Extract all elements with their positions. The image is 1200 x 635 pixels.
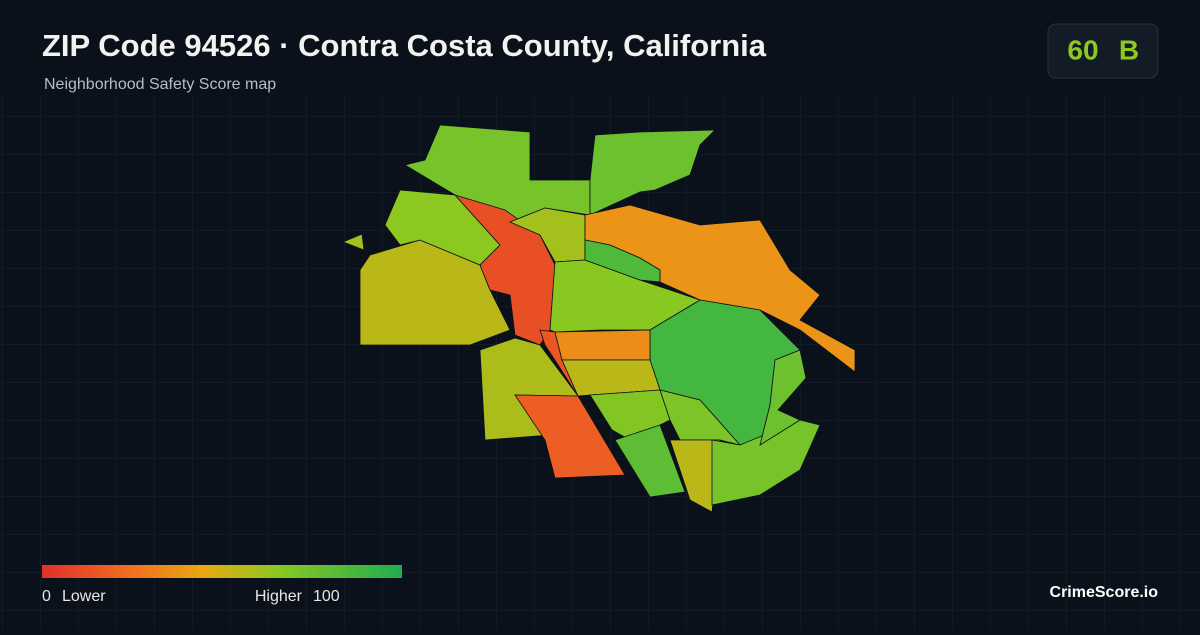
neighborhood: [711, 419, 821, 506]
neighborhood: [341, 233, 365, 251]
neighborhood: [514, 394, 626, 479]
neighborhood: [561, 359, 661, 397]
neighborhood: [614, 424, 686, 498]
regions: [341, 124, 856, 513]
legend-max: 100: [313, 588, 340, 605]
neighborhood: [589, 129, 716, 216]
neighborhood: [584, 239, 661, 283]
legend-min: 0: [42, 588, 51, 605]
title: ZIP Code 94526 · Contra Costa County, Ca…: [42, 28, 767, 63]
badge-score: 60: [1067, 34, 1098, 65]
neighborhood: [359, 239, 511, 346]
legend-min-label: Lower: [62, 588, 106, 605]
neighborhood: [669, 439, 721, 513]
neighborhood: [554, 329, 651, 361]
neighborhood: [759, 349, 807, 446]
legend-bar: [42, 565, 402, 578]
brand: CrimeScore.io: [1050, 584, 1159, 601]
badge-grade: B: [1119, 34, 1139, 65]
subtitle: Neighborhood Safety Score map: [44, 76, 276, 93]
legend-max-label: Higher: [255, 588, 303, 605]
score-badge: [1047, 23, 1159, 79]
